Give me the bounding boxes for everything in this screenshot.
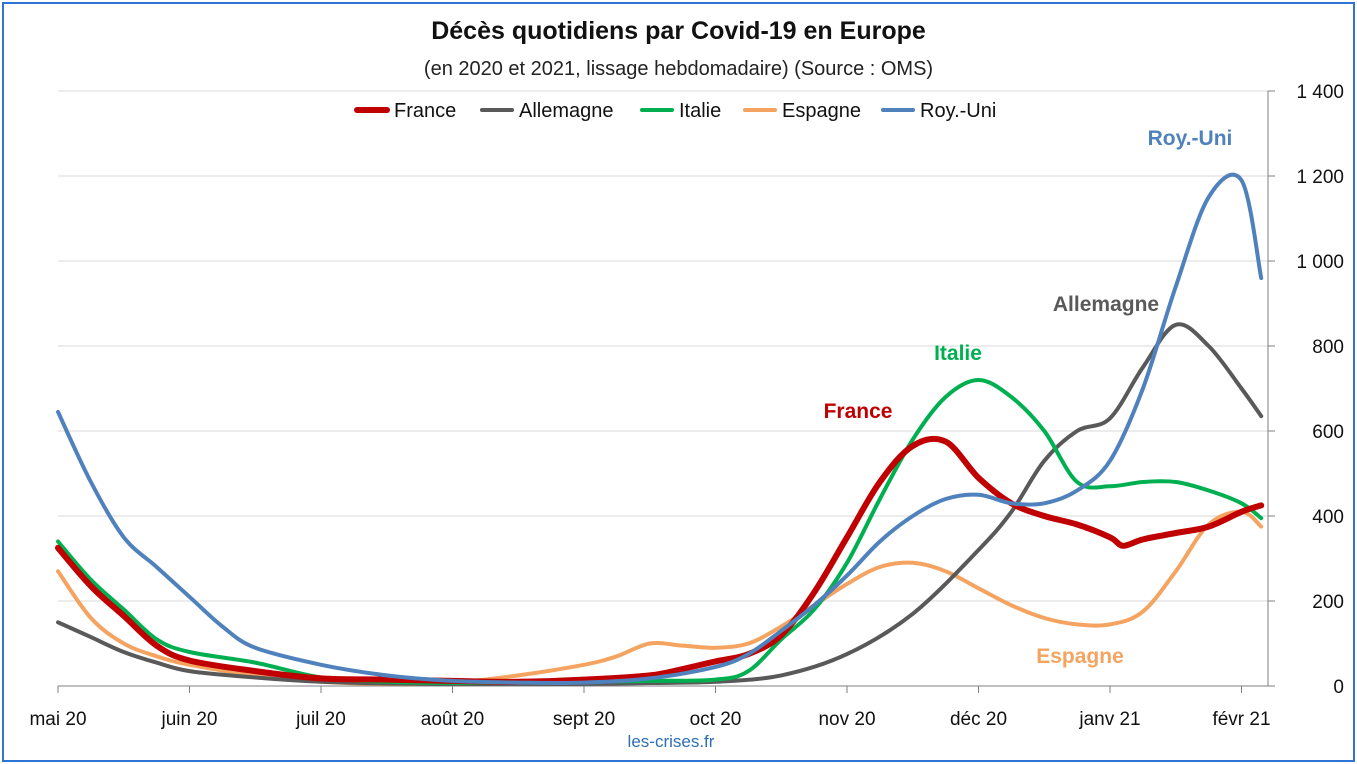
legend-label-espagne: Espagne (782, 100, 861, 122)
series-label-espagne: Espagne (1036, 645, 1124, 668)
series-label-roy-uni: Roy.-Uni (1148, 127, 1233, 150)
legend-label-roy-uni: Roy.-Uni (920, 100, 996, 122)
x-tick-label: nov 20 (818, 709, 875, 730)
series-line-roy-uni (56, 172, 1264, 685)
legend-label-allemagne: Allemagne (519, 100, 614, 122)
x-tick-label: sept 20 (553, 709, 615, 730)
source-text: les-crises.fr (628, 732, 715, 751)
x-tick-label: oct 20 (690, 709, 742, 730)
x-tick-label: janv 21 (1078, 709, 1140, 730)
y-tick-label: 1 000 (1296, 252, 1344, 273)
y-tick-label: 1 400 (1296, 82, 1344, 103)
y-tick-label: 0 (1333, 677, 1344, 698)
x-tick-label: juin 20 (161, 709, 218, 730)
series-line-italie (56, 378, 1264, 686)
chart-title: Décès quotidiens par Covid-19 en Europe (431, 17, 926, 45)
y-tick-label: 1 200 (1296, 167, 1344, 188)
x-tick-label: févr 21 (1212, 709, 1270, 730)
series-line-allemagne (56, 322, 1264, 686)
series-label-allemagne: Allemagne (1053, 293, 1159, 316)
x-tick-label: août 20 (421, 709, 484, 730)
y-tick-label: 600 (1312, 422, 1344, 443)
series-label-italie: Italie (934, 342, 982, 365)
chart-subtitle: (en 2020 et 2021, lissage hebdomadaire) … (423, 58, 934, 80)
x-tick-label: juil 20 (295, 709, 346, 730)
y-tick-label: 200 (1312, 592, 1344, 613)
x-tick-label: mai 20 (29, 709, 86, 730)
legend-label-france: France (394, 100, 456, 122)
x-tick-label: déc 20 (950, 709, 1007, 730)
legend-label-italie: Italie (679, 100, 721, 122)
y-tick-label: 400 (1312, 507, 1344, 528)
y-tick-label: 800 (1312, 337, 1344, 358)
series-label-france: France (824, 400, 893, 423)
